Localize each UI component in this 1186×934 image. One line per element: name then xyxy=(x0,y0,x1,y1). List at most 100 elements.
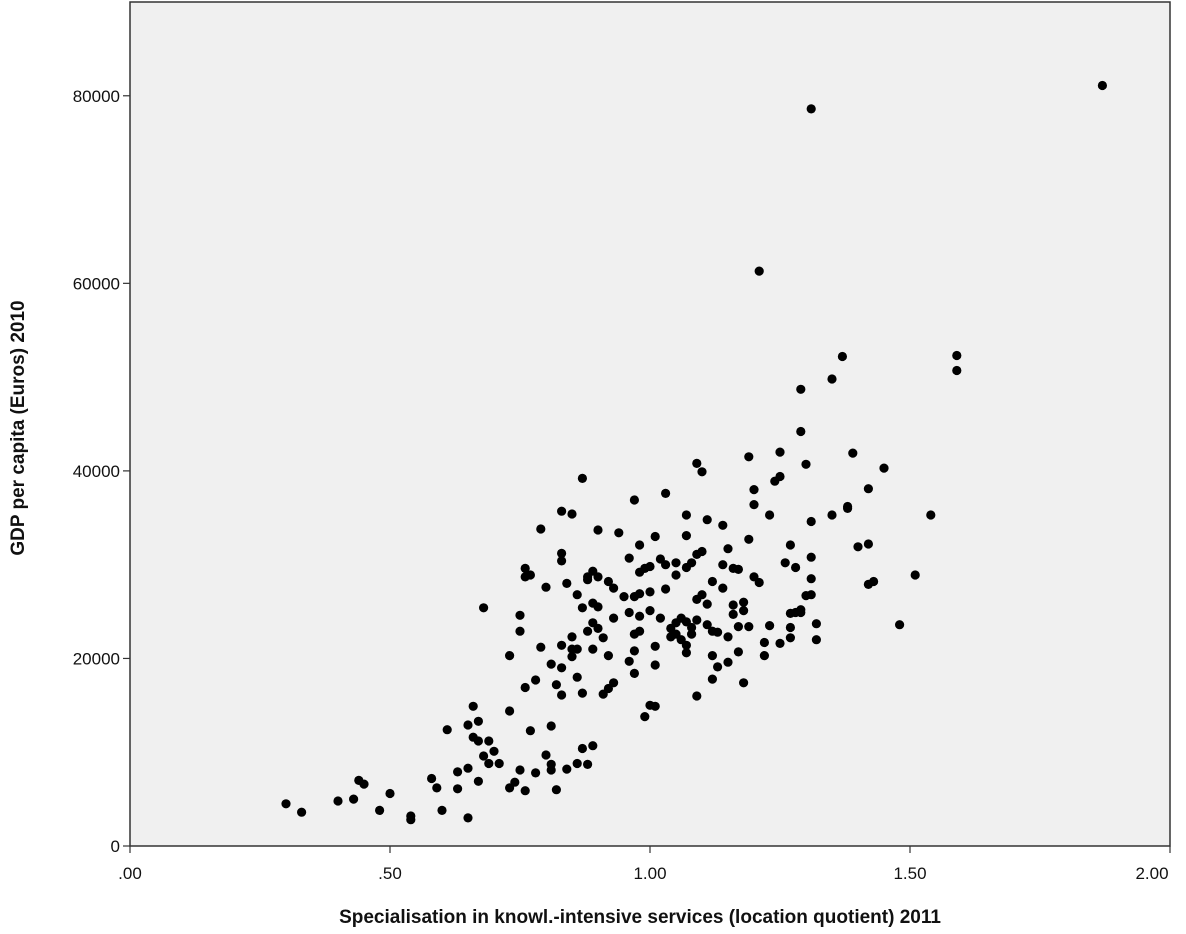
data-point xyxy=(806,590,816,600)
data-point xyxy=(531,675,541,685)
data-point xyxy=(640,712,650,722)
data-point xyxy=(406,815,416,825)
data-point xyxy=(427,773,437,784)
data-point xyxy=(926,510,936,520)
data-point xyxy=(650,660,660,670)
data-point xyxy=(572,758,582,769)
data-point xyxy=(525,726,536,736)
y-tick-label: 60000 xyxy=(73,274,120,293)
data-point xyxy=(520,682,530,693)
data-point xyxy=(520,563,530,574)
data-point xyxy=(572,644,582,654)
data-point xyxy=(780,558,790,568)
data-point xyxy=(910,570,920,580)
data-point xyxy=(546,759,556,770)
data-point xyxy=(681,648,692,658)
data-point xyxy=(635,611,645,621)
data-point xyxy=(733,647,744,657)
data-point xyxy=(484,736,494,746)
data-point xyxy=(515,610,525,620)
data-point xyxy=(739,606,749,616)
data-point xyxy=(707,674,718,684)
data-point xyxy=(713,662,723,672)
data-point xyxy=(577,688,588,698)
data-point xyxy=(562,578,572,589)
data-point xyxy=(562,764,572,774)
data-point xyxy=(588,741,598,751)
data-point xyxy=(463,813,473,823)
y-tick-label: 20000 xyxy=(73,649,120,668)
data-point xyxy=(702,620,712,630)
data-point xyxy=(453,767,463,777)
data-point xyxy=(744,534,754,544)
data-point xyxy=(650,531,660,542)
data-point xyxy=(572,672,582,682)
data-point xyxy=(619,592,629,602)
data-point xyxy=(754,266,764,276)
data-point xyxy=(733,564,744,575)
data-point xyxy=(879,463,889,473)
data-point xyxy=(463,720,473,730)
data-point xyxy=(702,599,712,609)
data-point xyxy=(525,570,536,580)
data-point xyxy=(333,796,343,806)
data-point xyxy=(614,528,624,538)
y-tick-label: 0 xyxy=(111,837,120,856)
data-point xyxy=(713,627,723,637)
data-point xyxy=(671,558,681,568)
data-point xyxy=(707,651,718,661)
data-point xyxy=(635,626,645,636)
data-point xyxy=(645,587,655,597)
data-point xyxy=(479,603,489,613)
data-point xyxy=(567,509,577,519)
data-point xyxy=(952,350,962,361)
x-axis-title: Specialisation in knowl.-intensive servi… xyxy=(339,907,941,928)
data-point xyxy=(827,374,837,384)
data-point xyxy=(520,786,530,796)
data-point xyxy=(567,632,577,642)
y-tick-label: 40000 xyxy=(73,462,120,481)
data-point xyxy=(598,633,608,643)
data-point xyxy=(577,743,588,754)
data-point xyxy=(583,759,593,770)
data-point xyxy=(437,805,447,816)
data-point xyxy=(692,458,702,468)
data-point xyxy=(593,525,603,535)
data-point xyxy=(583,575,593,585)
data-point xyxy=(577,603,588,613)
data-point xyxy=(541,750,551,760)
data-point xyxy=(635,540,645,550)
data-point xyxy=(733,622,744,632)
data-point xyxy=(837,351,848,362)
data-point xyxy=(806,516,816,527)
data-point xyxy=(749,485,759,495)
data-point xyxy=(515,765,525,775)
data-point xyxy=(775,471,785,482)
data-point xyxy=(536,524,546,534)
data-point xyxy=(557,690,567,700)
data-point xyxy=(952,365,962,376)
data-point xyxy=(359,779,369,789)
data-point xyxy=(723,657,733,667)
data-point xyxy=(806,552,816,562)
data-point xyxy=(624,656,634,666)
data-point xyxy=(697,467,707,477)
data-point xyxy=(718,560,728,570)
data-point xyxy=(681,640,692,650)
data-point xyxy=(572,590,582,600)
data-point xyxy=(629,646,640,656)
data-point xyxy=(863,539,874,549)
data-point xyxy=(895,620,905,630)
data-point xyxy=(650,641,660,651)
data-point xyxy=(645,561,655,572)
data-point xyxy=(603,651,614,661)
data-point xyxy=(723,632,733,642)
data-point xyxy=(728,600,738,610)
data-point xyxy=(541,582,551,592)
data-point xyxy=(557,640,567,650)
data-point xyxy=(463,763,473,773)
y-axis: 0 20000 40000 60000 80000 xyxy=(73,87,130,856)
data-point xyxy=(624,553,634,563)
data-point xyxy=(281,799,291,809)
data-point xyxy=(801,459,811,469)
